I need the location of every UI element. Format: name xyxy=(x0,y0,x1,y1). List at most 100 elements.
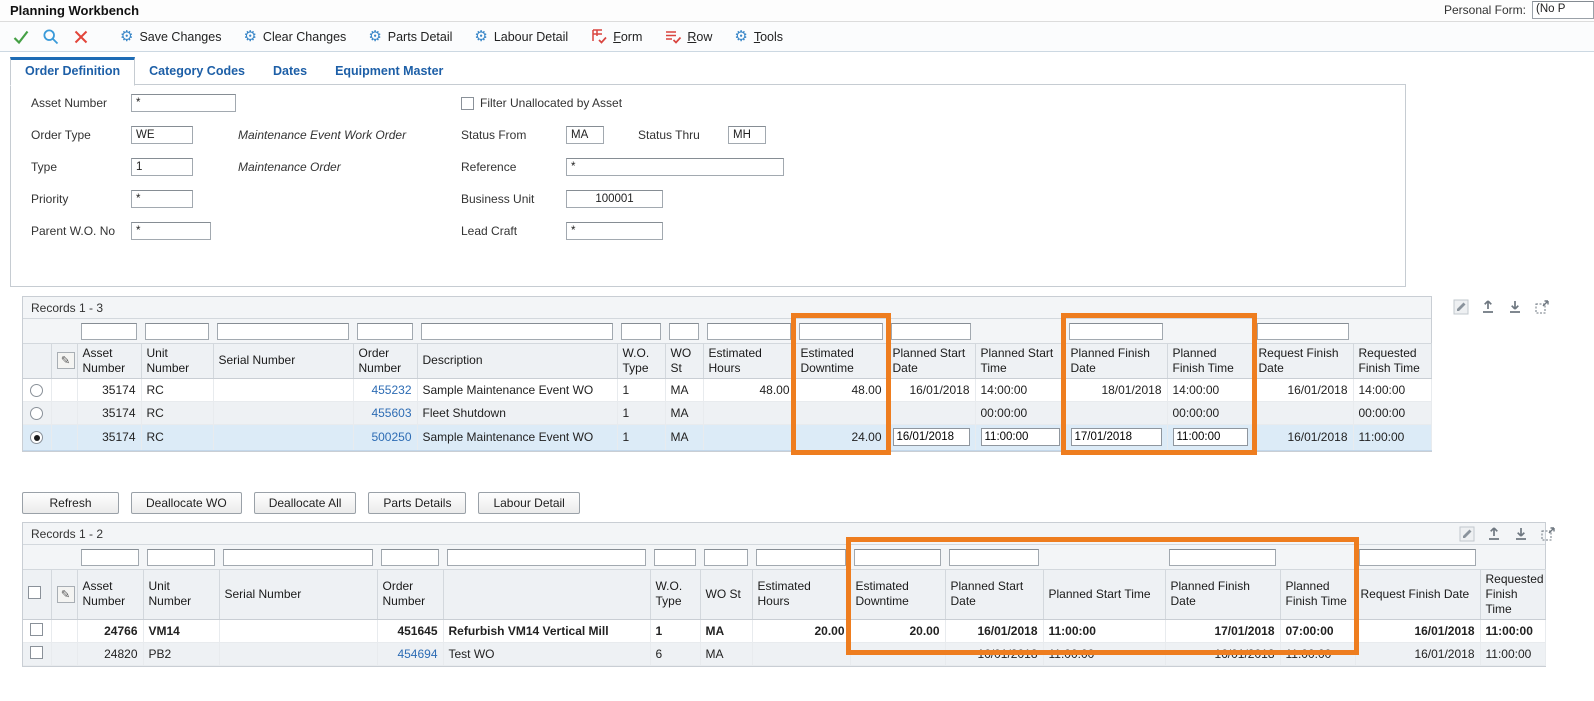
reference-field[interactable] xyxy=(566,158,784,176)
tab-equipment-master[interactable]: Equipment Master xyxy=(321,58,457,85)
filter-unit-number[interactable] xyxy=(147,549,215,566)
filter-planned-finish-date[interactable] xyxy=(1169,549,1276,566)
asset-number-field[interactable] xyxy=(131,94,236,112)
filter-description[interactable] xyxy=(421,323,613,340)
filter-estimated-downtime[interactable] xyxy=(854,549,941,566)
order-number-link[interactable]: 500250 xyxy=(371,430,411,444)
filter-wo-type[interactable] xyxy=(654,549,696,566)
clear-changes-button[interactable]: ⚙ Clear Changes xyxy=(243,29,346,44)
filter-wo-type[interactable] xyxy=(621,323,661,340)
filter-planned-start-date[interactable] xyxy=(949,549,1039,566)
type-label: Type xyxy=(31,160,131,174)
lead-craft-field[interactable] xyxy=(566,222,663,240)
labour-detail-button[interactable]: Labour Detail xyxy=(478,492,579,514)
col-header-planned-finish-date: Planned Finish Date xyxy=(1065,343,1167,378)
row-menu[interactable]: Row xyxy=(664,28,712,45)
gear-icon: ⚙ xyxy=(243,29,256,44)
row-select-radio[interactable] xyxy=(30,384,43,397)
cell-wo-status: MA xyxy=(665,424,703,450)
confirm-check-icon[interactable] xyxy=(8,26,34,48)
tab-dates[interactable]: Dates xyxy=(259,58,321,85)
tab-category-codes[interactable]: Category Codes xyxy=(135,58,259,85)
col-header-planned-start-date: Planned Start Date xyxy=(945,569,1043,619)
refresh-button[interactable]: Refresh xyxy=(22,492,119,514)
parts-detail-button[interactable]: ⚙ Parts Detail xyxy=(368,29,452,44)
cell-request-finish-date: 16/01/2018 xyxy=(1355,619,1480,642)
order-number-link[interactable]: 455603 xyxy=(371,406,411,420)
filter-wo-status[interactable] xyxy=(704,549,748,566)
parts-details-button[interactable]: Parts Details xyxy=(368,492,466,514)
col-header-wo-type: W.O. Type xyxy=(617,343,665,378)
cell-description: Sample Maintenance Event WO xyxy=(417,378,617,401)
business-unit-field[interactable] xyxy=(566,190,663,208)
cell-wo-status: MA xyxy=(700,619,752,642)
import-grid-icon[interactable] xyxy=(1506,298,1524,316)
col-header-planned-finish-date: Planned Finish Date xyxy=(1165,569,1280,619)
filter-order-number[interactable] xyxy=(381,549,439,566)
filter-estimated-downtime[interactable] xyxy=(799,323,883,340)
order-number-link[interactable]: 454694 xyxy=(397,647,437,661)
planned-start-time-input[interactable] xyxy=(981,428,1060,446)
planned-finish-date-input[interactable] xyxy=(1071,428,1162,446)
row-select-radio[interactable] xyxy=(30,431,43,444)
filter-planned-finish-date[interactable] xyxy=(1069,323,1163,340)
form-menu[interactable]: Form xyxy=(590,28,642,45)
cell-serial-number xyxy=(219,642,377,665)
tools-menu[interactable]: ⚙ Tools xyxy=(734,29,783,44)
find-icon[interactable] xyxy=(38,26,64,48)
filter-unit-number[interactable] xyxy=(145,323,209,340)
filter-request-finish-date[interactable] xyxy=(1359,549,1476,566)
status-thru-field[interactable] xyxy=(728,126,766,144)
col-header-asset-number: Asset Number xyxy=(77,343,141,378)
filter-serial-number[interactable] xyxy=(223,549,373,566)
planned-finish-time-input[interactable] xyxy=(1173,428,1248,446)
order-number-link[interactable]: 455232 xyxy=(371,383,411,397)
deallocate-wo-button[interactable]: Deallocate WO xyxy=(131,492,242,514)
filter-planned-start-date[interactable] xyxy=(891,323,971,340)
type-field[interactable] xyxy=(131,158,193,176)
personal-form-select[interactable]: (No P xyxy=(1532,1,1594,19)
expand-grid-icon[interactable] xyxy=(1533,298,1551,316)
filter-wo-status[interactable] xyxy=(669,323,699,340)
row-select-checkbox[interactable] xyxy=(30,623,43,636)
filter-estimated-hours[interactable] xyxy=(756,549,846,566)
cancel-x-icon[interactable] xyxy=(68,26,94,48)
col-header-estimated-hours: Estimated Hours xyxy=(703,343,795,378)
order-type-field[interactable] xyxy=(131,126,193,144)
filter-asset-number[interactable] xyxy=(81,323,137,340)
export-grid-icon[interactable] xyxy=(1485,525,1503,543)
cell-wo-status: MA xyxy=(665,378,703,401)
row-select-checkbox[interactable] xyxy=(30,646,43,659)
parent-wo-field[interactable] xyxy=(131,222,211,240)
import-grid-icon[interactable] xyxy=(1512,525,1530,543)
cell-order-number: 451645 xyxy=(377,619,443,642)
filter-order-number[interactable] xyxy=(357,323,413,340)
filter-serial-number[interactable] xyxy=(217,323,349,340)
planned-start-date-input[interactable] xyxy=(893,428,970,446)
cell-asset-number: 24820 xyxy=(77,642,143,665)
cell-planned-finish-date: 16/01/2018 xyxy=(1165,642,1280,665)
export-grid-icon[interactable] xyxy=(1479,298,1497,316)
filter-request-finish-date[interactable] xyxy=(1257,323,1349,340)
filter-unallocated-checkbox[interactable] xyxy=(461,97,474,110)
table-row: 24766 VM14 451645 Refurbish VM14 Vertica… xyxy=(23,619,1545,642)
filter-estimated-hours[interactable] xyxy=(707,323,791,340)
select-all-checkbox[interactable] xyxy=(28,586,41,599)
deallocate-all-button[interactable]: Deallocate All xyxy=(254,492,357,514)
status-from-field[interactable] xyxy=(566,126,604,144)
labour-detail-button[interactable]: ⚙ Labour Detail xyxy=(474,29,568,44)
row-select-radio[interactable] xyxy=(30,407,43,420)
customize-grid-icon[interactable] xyxy=(1452,298,1470,316)
col-header-request-finish-date: Request Finish Date xyxy=(1253,343,1353,378)
toolbar: ⚙ Save Changes ⚙ Clear Changes ⚙ Parts D… xyxy=(0,22,1594,52)
priority-field[interactable] xyxy=(131,190,193,208)
filter-description[interactable] xyxy=(447,549,646,566)
cell-planned-finish-time: 11:00:00 xyxy=(1280,642,1355,665)
save-changes-button[interactable]: ⚙ Save Changes xyxy=(120,29,221,44)
unallocated-orders-table: ✎ Asset Number Unit Number Serial Number… xyxy=(23,545,1546,666)
customize-grid-icon[interactable] xyxy=(1458,525,1476,543)
records-count: Records 1 - 2 xyxy=(23,523,1545,545)
filter-asset-number[interactable] xyxy=(81,549,139,566)
expand-grid-icon[interactable] xyxy=(1539,525,1557,543)
tab-order-definition[interactable]: Order Definition xyxy=(10,57,135,86)
